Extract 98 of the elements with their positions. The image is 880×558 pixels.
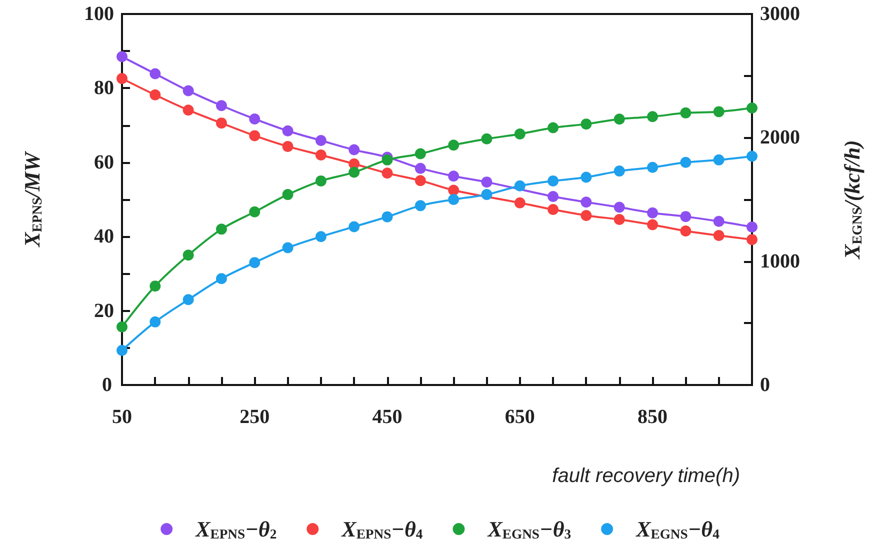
y2-tick-label: 0 — [760, 374, 770, 396]
legend-label: XEGNS−θ4 — [635, 516, 720, 542]
point — [514, 128, 526, 140]
point — [182, 104, 194, 116]
y-tick-label: 60 — [94, 151, 114, 174]
point — [580, 118, 592, 130]
x-tick-label: 250 — [240, 406, 270, 428]
point — [315, 135, 326, 146]
point — [481, 133, 492, 144]
point — [647, 219, 658, 230]
point — [746, 221, 758, 232]
point — [182, 294, 194, 306]
point — [746, 234, 758, 246]
point — [414, 148, 426, 160]
point — [282, 125, 294, 136]
y-tick-label: 20 — [94, 300, 114, 322]
point — [713, 216, 724, 227]
point — [282, 189, 294, 200]
point — [548, 191, 559, 202]
point — [614, 202, 625, 213]
y2-tick-label: 3000 — [760, 3, 800, 25]
point — [614, 166, 625, 177]
point — [348, 221, 360, 232]
point — [249, 130, 260, 142]
point — [647, 207, 658, 218]
point — [182, 85, 194, 96]
point — [150, 68, 161, 80]
x-tick-label: 650 — [504, 406, 535, 428]
point — [249, 257, 260, 268]
point — [414, 200, 426, 212]
point — [182, 250, 194, 261]
point — [348, 144, 360, 156]
point — [514, 197, 526, 208]
point — [448, 184, 460, 196]
point — [116, 73, 128, 84]
point — [481, 189, 492, 200]
point — [713, 154, 724, 166]
point — [249, 206, 260, 218]
x-tick-label: 450 — [372, 406, 402, 428]
legend-label: XEGNS−θ3 — [486, 516, 572, 542]
y-tick-label: 100 — [84, 3, 114, 25]
point — [448, 170, 460, 182]
point — [548, 204, 559, 216]
point — [746, 102, 758, 114]
point — [348, 166, 360, 178]
point — [580, 196, 592, 208]
point — [680, 211, 692, 222]
x-axis-title: fault recovery time(h) — [552, 465, 740, 487]
point — [282, 242, 294, 254]
point — [514, 180, 526, 192]
point — [614, 214, 625, 226]
point — [382, 168, 393, 179]
x-tick-label: 850 — [638, 406, 668, 428]
point — [150, 280, 161, 292]
legend-label: XEPNS−θ2 — [194, 516, 277, 542]
legend-label: XEPNS−θ4 — [340, 516, 423, 542]
point — [150, 316, 161, 328]
y-tick-label: 40 — [94, 226, 114, 248]
point — [647, 162, 658, 173]
point — [315, 149, 326, 160]
y2-axis-title: XEGNS/(kcf/h) — [839, 140, 864, 260]
point — [315, 231, 326, 242]
point — [548, 175, 559, 186]
y2-tick-label: 1000 — [760, 250, 800, 272]
y-tick-label: 80 — [94, 77, 114, 100]
point — [746, 150, 758, 162]
point — [680, 107, 692, 118]
point — [580, 210, 592, 221]
point — [216, 224, 227, 235]
point — [680, 156, 692, 168]
point — [216, 273, 227, 284]
point — [282, 140, 294, 152]
point — [713, 106, 724, 118]
point — [116, 321, 128, 332]
x-tick-label: 50 — [112, 406, 132, 428]
point — [382, 211, 393, 222]
point — [414, 175, 426, 186]
point — [614, 114, 625, 125]
point — [448, 194, 460, 205]
point — [315, 175, 326, 186]
point — [116, 51, 128, 62]
point — [150, 89, 161, 100]
point — [448, 140, 460, 151]
point — [216, 118, 227, 129]
y-tick-label: 0 — [102, 374, 112, 396]
point — [548, 122, 559, 134]
point — [249, 113, 260, 124]
point — [647, 111, 658, 122]
point — [713, 230, 724, 241]
point — [216, 100, 227, 112]
point — [116, 344, 128, 356]
point — [680, 226, 692, 237]
y-axis-title: XEPNS/MW — [20, 150, 45, 248]
point — [382, 154, 393, 166]
y2-tick-label: 2000 — [760, 126, 800, 149]
point — [580, 172, 592, 183]
point — [414, 162, 426, 174]
point — [481, 176, 492, 188]
